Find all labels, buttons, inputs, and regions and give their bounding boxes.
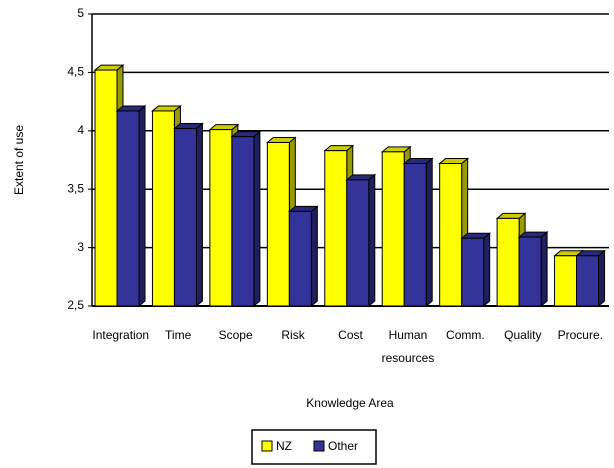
bar [173,127,197,307]
bar [94,69,118,307]
x-axis-title: Knowledge Area [306,396,394,410]
bar-side [425,157,433,308]
y-tick-label: 5 [77,6,84,20]
bar [324,150,348,307]
y-tick-label: 3,5 [67,181,84,195]
bar [231,136,255,307]
x-tick-label: Risk [281,328,305,342]
bar [209,129,233,307]
bar-side [540,231,548,308]
bar-side [310,205,318,308]
legend-swatch [313,440,325,452]
bar [266,141,290,307]
bar [554,255,578,307]
bar [576,255,600,307]
y-axis-title: Extent of use [12,125,26,195]
bar-side [368,173,376,308]
bar-side [253,130,261,308]
x-tick-label: Cost [338,328,363,342]
y-tick-label: 2,5 [67,298,84,312]
x-tick-label: Comm. [446,328,485,342]
x-tick-label: Integration [92,328,149,342]
x-tick-label: Scope [219,328,253,342]
bar [496,217,520,307]
legend-label: Other [328,439,358,453]
bar [518,236,542,307]
bar [461,237,485,307]
x-tick-label: Procure. [558,328,603,342]
bar-side [483,232,491,308]
bar [403,163,427,307]
bar-side [138,104,146,308]
y-tick-label: 4,5 [67,65,84,79]
x-tick-label: Quality [504,328,541,342]
y-tick-label: 3 [77,240,84,254]
bar [288,210,312,307]
bar [346,179,370,307]
bar [116,110,140,307]
x-tick-label: Human resources [382,328,435,365]
bar [381,151,405,307]
x-tick-label: Time [165,328,192,342]
bar-side [598,249,606,308]
bar-side [195,122,203,308]
legend-label: NZ [276,439,292,453]
bar [151,110,175,307]
bar [439,163,463,307]
y-tick-label: 4 [77,123,84,137]
legend-swatch [261,440,273,452]
